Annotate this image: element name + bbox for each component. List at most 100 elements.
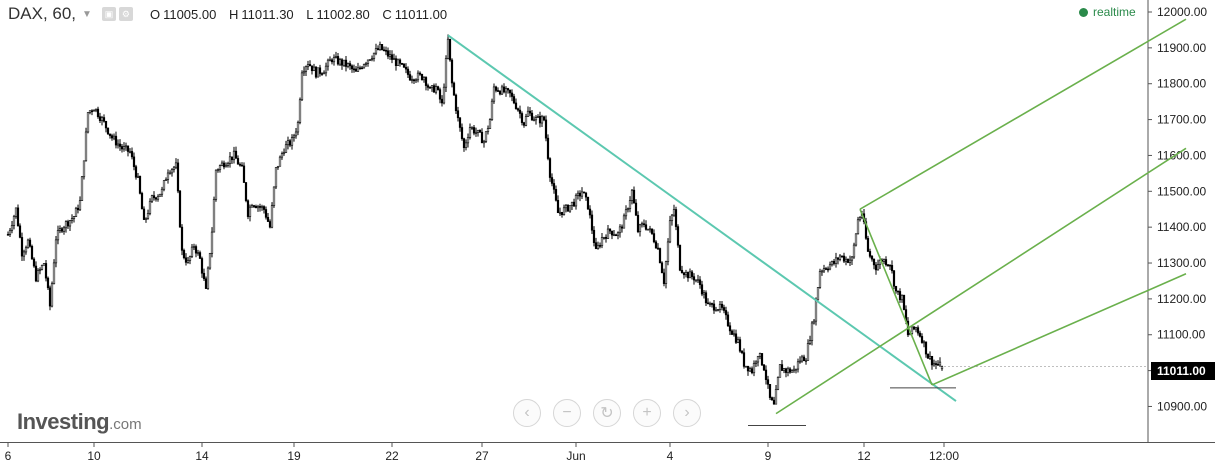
candle-body	[734, 333, 738, 343]
candle	[140, 191, 144, 210]
candle-body	[602, 236, 606, 239]
candle	[840, 255, 844, 258]
candle	[848, 255, 852, 267]
candle	[430, 85, 434, 92]
candle	[78, 196, 82, 211]
candle-body	[282, 152, 286, 154]
candle-body	[696, 279, 700, 282]
candle-body	[900, 294, 904, 301]
candle-body	[478, 129, 482, 133]
candle-body	[454, 94, 458, 112]
candle-body	[838, 255, 842, 260]
candle	[812, 318, 816, 325]
candle-body	[378, 44, 382, 50]
candle	[518, 105, 522, 119]
candle	[294, 127, 298, 139]
candle-body	[618, 226, 622, 234]
candle-body	[384, 49, 388, 52]
refresh-icon: ↻	[600, 405, 614, 422]
zoom-in-button[interactable]: +	[633, 399, 661, 427]
candle	[24, 245, 28, 255]
candle	[620, 224, 624, 233]
x-tick-label: Jun	[566, 449, 585, 463]
candle	[730, 329, 734, 335]
candle-body	[656, 247, 660, 250]
candle-body	[726, 314, 730, 327]
candle	[686, 271, 690, 282]
candle	[568, 205, 572, 213]
candle-body	[818, 270, 822, 288]
candle	[572, 198, 576, 207]
candle-body	[34, 265, 38, 282]
candle-body	[896, 290, 900, 293]
gear-icon[interactable]: ⚙	[118, 7, 133, 21]
candle-body	[704, 292, 708, 304]
candle-body	[784, 368, 788, 373]
candle	[354, 66, 358, 72]
candle-body	[556, 200, 560, 214]
candle-body	[276, 165, 280, 168]
candle-body	[806, 342, 810, 361]
candle-body	[572, 201, 576, 207]
candle-body	[514, 102, 518, 109]
candle-body	[886, 264, 890, 267]
candle-body	[700, 284, 704, 295]
candle-body	[394, 58, 398, 66]
chevron-left-icon: ‹	[524, 404, 530, 421]
candle	[760, 353, 764, 366]
symbol-label[interactable]: DAX, 60,	[8, 4, 77, 23]
candle	[336, 52, 340, 66]
candle	[178, 189, 182, 228]
candle	[530, 110, 534, 121]
candle	[474, 127, 478, 137]
candle	[138, 175, 142, 195]
scroll-left-button[interactable]: ‹	[513, 399, 541, 427]
candle	[608, 228, 612, 235]
candle-body	[760, 353, 764, 366]
candle	[766, 375, 770, 389]
candle-body	[916, 327, 920, 334]
candle	[426, 83, 430, 91]
candle-body	[736, 339, 740, 343]
candle-body	[690, 271, 694, 277]
candle-body	[492, 86, 496, 102]
candle-body	[552, 183, 556, 190]
candle	[876, 259, 880, 271]
candle	[276, 165, 280, 170]
candle	[148, 198, 152, 216]
close-value: 11011.00	[394, 6, 448, 22]
candle	[792, 365, 796, 373]
candle-body	[582, 191, 586, 194]
candle	[560, 211, 564, 218]
zoom-out-button[interactable]: −	[553, 399, 581, 427]
candle-body	[884, 259, 888, 266]
candle-body	[538, 116, 542, 124]
candle	[480, 128, 484, 144]
reset-zoom-button[interactable]: ↻	[593, 399, 621, 427]
candle-body	[196, 252, 200, 254]
candle-body	[520, 113, 524, 123]
candle-body	[658, 248, 662, 264]
candle	[76, 204, 80, 214]
scroll-right-button[interactable]: ›	[673, 399, 701, 427]
candle-body	[306, 64, 310, 68]
candle-body	[938, 361, 942, 366]
candle	[886, 264, 890, 267]
candle-body	[20, 237, 24, 257]
candle	[912, 326, 916, 331]
candle-body	[562, 207, 566, 215]
chevron-down-icon[interactable]: ▼	[82, 8, 92, 20]
candle	[692, 273, 696, 285]
candle-body	[576, 192, 580, 196]
candle-body	[298, 99, 302, 123]
camera-icon[interactable]: ▣	[101, 7, 116, 21]
candle	[352, 64, 356, 73]
realtime-indicator: realtime	[1079, 5, 1136, 19]
candle	[622, 213, 626, 229]
candle-body	[442, 86, 446, 104]
candle	[722, 304, 726, 314]
candle	[592, 226, 596, 247]
candle-body	[902, 294, 906, 310]
candle-body	[328, 59, 332, 62]
